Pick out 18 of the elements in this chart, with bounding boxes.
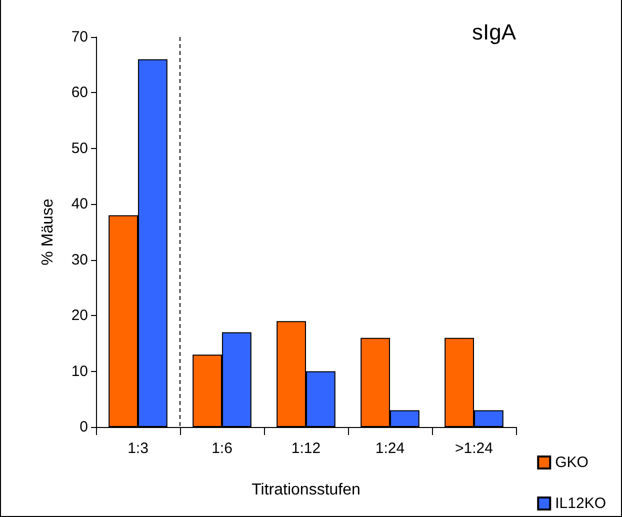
- x-tick-label: 1:24: [375, 440, 405, 457]
- y-tick-label: 20: [71, 307, 88, 324]
- y-tick-label: 40: [71, 196, 88, 213]
- x-tick-label: >1:24: [455, 440, 493, 457]
- legend-label: GKO: [555, 454, 588, 471]
- y-tick-label: 10: [71, 362, 88, 380]
- y-tick-label: 0: [80, 418, 88, 436]
- y-axis-title: % Mäuse: [40, 198, 56, 266]
- y-tick-label: 60: [71, 84, 88, 102]
- y-tick-label: 30: [71, 251, 88, 268]
- x-tick-label: 1:12: [291, 440, 321, 457]
- y-tick-label: 50: [71, 140, 88, 157]
- chart-title: sIgA: [472, 20, 516, 44]
- x-tick-label: 1:6: [212, 440, 232, 457]
- x-tick-label: 1:3: [128, 440, 148, 457]
- y-tick-label: 70: [71, 28, 88, 46]
- x-axis-title: Titrationsstufen: [252, 482, 360, 498]
- legend-label: IL12KO: [555, 495, 606, 512]
